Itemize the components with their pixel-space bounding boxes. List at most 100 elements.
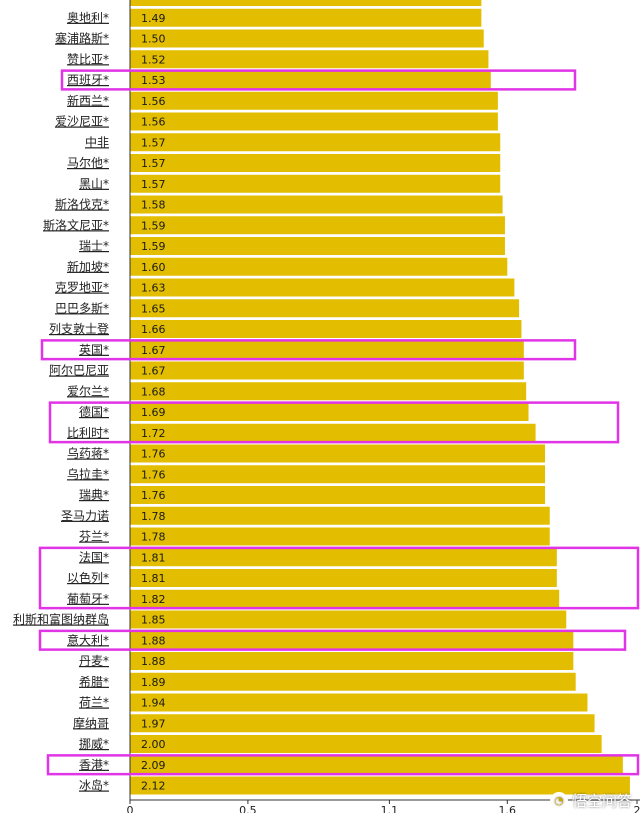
category-label: 克罗地亚* [55,281,109,295]
value-label: 1.59 [141,219,166,232]
category-label: 阿尔巴尼亚 [49,363,109,378]
highlight-box [48,401,620,444]
value-label: 1.76 [141,468,166,481]
bar [130,569,557,587]
category-label: 黑山* [79,177,109,191]
category-label: 挪威* [79,737,109,751]
value-label: 1.76 [141,448,166,461]
bar [130,776,630,795]
category-label: 列支敦士登 [49,321,109,336]
value-label: 1.57 [141,136,166,149]
bar [130,195,503,214]
bar [130,672,576,691]
category-label: 香港* [79,758,109,772]
value-label: 1.89 [141,676,166,689]
bar [130,652,574,670]
bar [130,340,524,359]
value-label: 2.09 [141,759,166,772]
value-label: 1.88 [141,634,166,647]
bar [130,174,501,193]
category-label: 冰岛* [79,778,109,793]
category-label: 芬兰* [79,530,109,544]
x-tick-label: 2 [634,804,640,813]
value-label: 1.78 [141,531,166,544]
x-tick-label: 0.5 [239,804,257,813]
value-label: 1.56 [141,95,166,108]
bar [130,29,484,48]
bar [130,403,529,421]
category-label: 比利时* [67,426,109,440]
value-label: 2.00 [141,738,166,751]
bar [130,216,505,235]
value-label: 1.69 [141,406,166,419]
category-label: 马尔他* [67,155,109,170]
category-label: 巴巴多斯* [55,301,109,315]
category-label: 法国* [79,550,109,564]
category-label: 乌拉圭* [67,466,109,481]
category-label: 奥地利* [67,11,109,25]
bar [130,299,520,318]
bar [130,112,498,131]
bar [130,133,501,152]
bar [130,527,550,546]
bar [130,257,508,276]
category-label: 丹麦* [79,654,109,668]
category-label: 新加坡* [67,259,109,274]
value-label: 1.60 [141,261,166,274]
bar [130,589,560,608]
category-label: 塞浦路斯* [55,31,109,46]
x-tick-label: 0 [127,804,134,813]
category-label: 德国* [79,404,109,419]
category-label: 圣马力诺 [61,509,109,523]
bar [130,735,602,753]
value-label: 1.85 [141,614,166,627]
value-label: 1.68 [141,385,166,398]
value-label: 1.76 [141,489,166,502]
highlight-box [38,629,627,651]
category-label: 斯洛伐克* [55,197,109,212]
category-label: 荷兰* [79,696,109,710]
bar [130,610,567,629]
highlight-box [40,339,577,361]
category-label: 赞比亚* [67,52,109,66]
value-label: 1.97 [141,717,166,730]
category-label: 乌药蒋* [67,446,109,461]
bar [130,714,595,733]
category-label: 以色列* [67,571,109,585]
value-label: 1.57 [141,157,166,170]
value-label: 1.63 [141,282,166,295]
category-label: 摩纳哥 [73,715,109,730]
value-label: 1.52 [141,53,166,66]
category-label: 瑞典* [79,488,109,502]
bar [130,382,527,401]
category-label: 爱沙尼亚* [55,115,109,129]
highlight-boxes [38,69,640,776]
bar [130,320,522,338]
value-label: 1.81 [141,551,166,564]
value-label: 1.49 [141,12,166,25]
bar [130,50,489,69]
category-label: 瑞士* [79,239,109,253]
value-label: 1.72 [141,427,166,440]
value-label: 1.56 [141,116,166,129]
bar [130,0,482,6]
value-label: 1.82 [141,593,166,606]
category-label: 英国* [79,343,109,357]
bar [130,693,588,712]
value-label: 1.94 [141,697,166,710]
bar [130,755,623,774]
highlight-box [46,754,640,776]
bar [130,548,557,567]
x-tick-label: 1.6 [499,804,517,813]
chat-bubble-icon: ◔ [549,791,568,810]
category-label: 利斯和富图纳群岛 [13,612,109,627]
bars-layer: 1.49 1.50 1.52 1.53 1.56 1.56 1.57 1.57 1.57 1.58… [130,0,630,795]
value-label: 1.53 [141,74,166,87]
bar [130,361,524,380]
bar [130,486,546,504]
bar [130,71,491,89]
category-label: 爱尔兰* [67,383,109,398]
value-label: 2.12 [141,780,166,793]
value-label: 1.78 [141,510,166,523]
